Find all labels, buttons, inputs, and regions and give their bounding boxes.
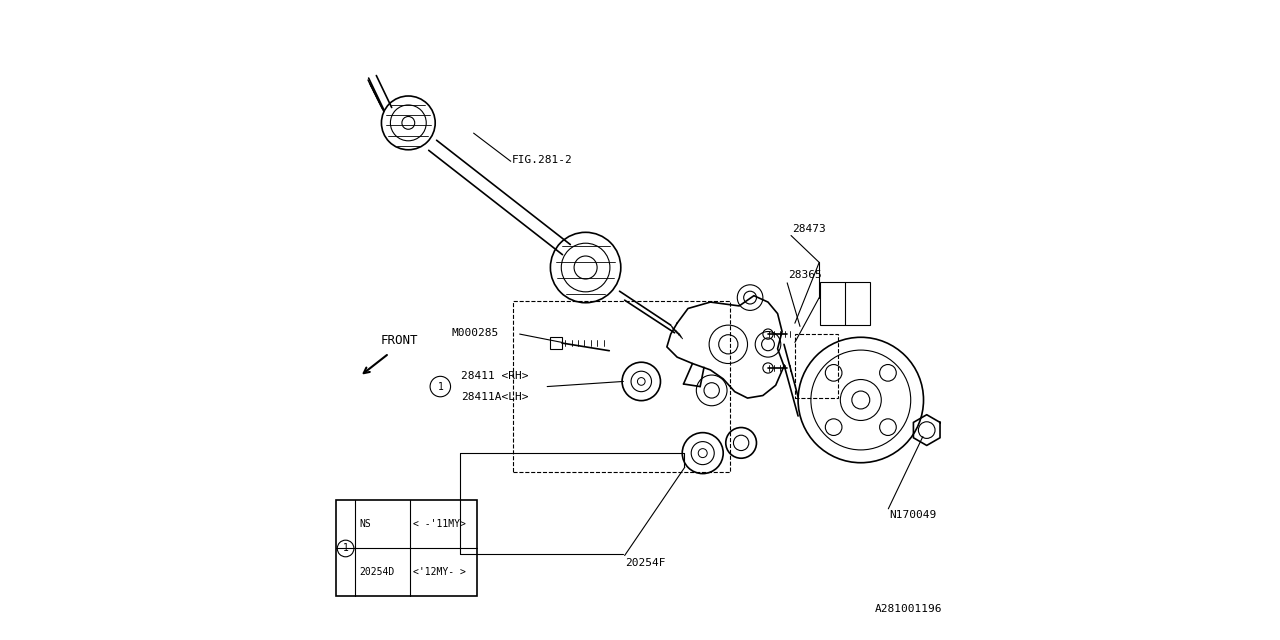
Text: FIG.281-2: FIG.281-2 xyxy=(512,155,572,165)
Text: <'12MY- >: <'12MY- > xyxy=(412,568,466,577)
Text: 28411 <RH>: 28411 <RH> xyxy=(461,371,529,381)
Text: 1: 1 xyxy=(343,543,348,554)
Bar xyxy=(795,334,838,398)
Text: A281001196: A281001196 xyxy=(874,604,942,614)
Text: N170049: N170049 xyxy=(890,510,937,520)
Bar xyxy=(550,337,562,349)
Bar xyxy=(335,500,477,596)
Text: FRONT: FRONT xyxy=(381,334,419,347)
Text: 20254D: 20254D xyxy=(358,568,394,577)
Bar xyxy=(513,301,730,472)
Text: 28411A<LH>: 28411A<LH> xyxy=(461,392,529,402)
Text: M000285: M000285 xyxy=(452,328,498,338)
Text: 28365: 28365 xyxy=(788,270,822,280)
Text: < -'11MY>: < -'11MY> xyxy=(412,520,466,529)
Text: 20254F: 20254F xyxy=(625,558,666,568)
Bar xyxy=(820,282,870,325)
Text: 28473: 28473 xyxy=(792,224,826,234)
Text: 1: 1 xyxy=(438,381,443,392)
Text: NS: NS xyxy=(358,520,371,529)
